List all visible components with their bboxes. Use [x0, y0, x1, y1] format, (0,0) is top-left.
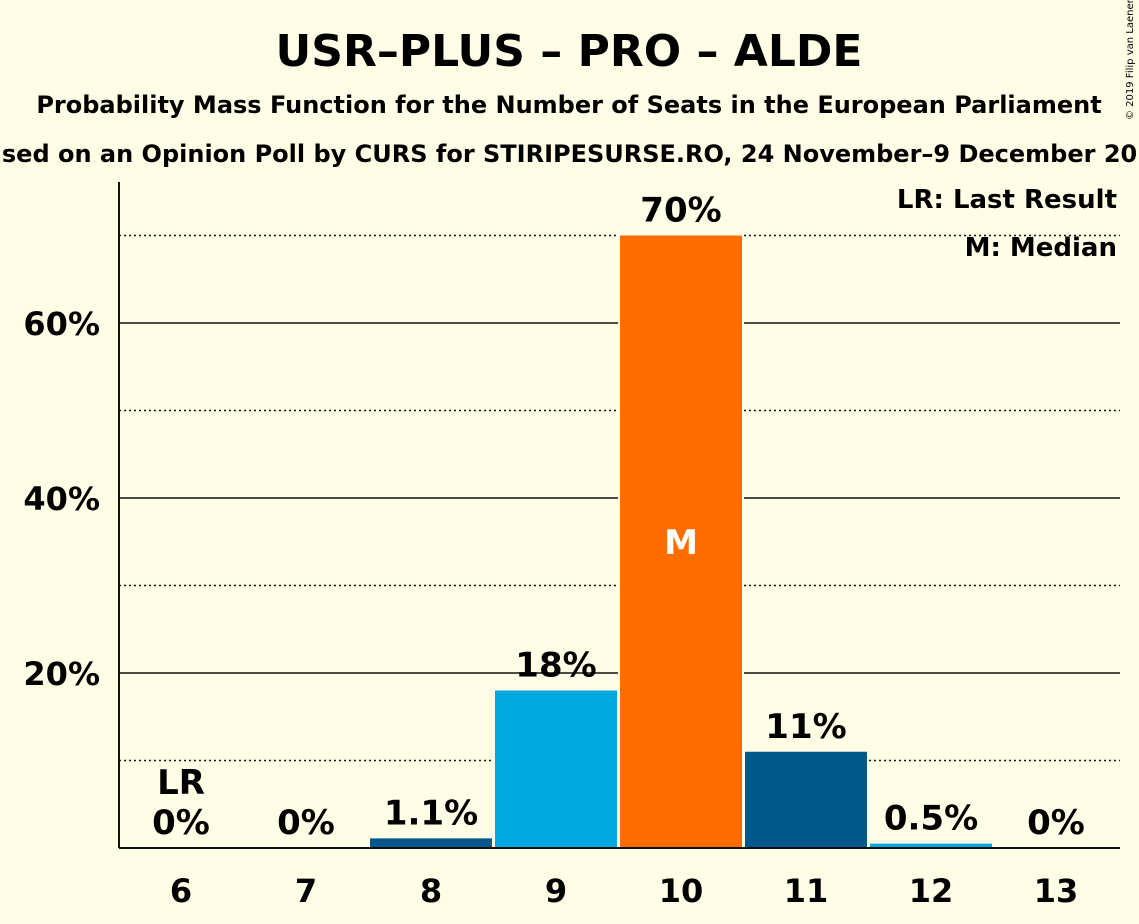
- bar-value-label: 11%: [765, 707, 846, 747]
- chart-title: USR–PLUS – PRO – ALDE: [276, 26, 863, 77]
- bar-value-label: 0%: [1027, 803, 1085, 843]
- x-tick-label: 11: [784, 872, 829, 910]
- bar: [870, 843, 992, 848]
- bar: [620, 235, 742, 848]
- last-result-marker: LR: [157, 763, 205, 803]
- copyright: © 2019 Filip van Laenen: [1125, 0, 1136, 120]
- y-tick-label: 20%: [23, 655, 100, 693]
- bar-value-label: 18%: [515, 646, 596, 686]
- bar-value-label: 0%: [152, 803, 210, 843]
- x-tick-label: 12: [909, 872, 954, 910]
- y-axis-ticks: 20% 40% 60%: [23, 305, 100, 693]
- bar-value-label: 0.5%: [884, 799, 978, 839]
- bar-labels: 0%LR0% 1.1%18%70%M11%0.5% 0%: [152, 191, 1085, 844]
- x-tick-label: 9: [545, 872, 567, 910]
- x-tick-label: 7: [295, 872, 317, 910]
- bar: [495, 690, 617, 848]
- x-tick-label: 6: [170, 872, 192, 910]
- x-tick-label: 8: [420, 872, 442, 910]
- bar: [370, 838, 492, 848]
- x-tick-label: 13: [1034, 872, 1079, 910]
- bar-value-label: 0%: [277, 803, 335, 843]
- chart-subtitle-2: Based on an Opinion Poll by CURS for STI…: [0, 140, 1139, 168]
- legend: LR: Last Result M: Median: [897, 185, 1117, 263]
- legend-entry: LR: Last Result: [897, 185, 1117, 215]
- bars: [368, 233, 994, 848]
- x-tick-label: 10: [659, 872, 704, 910]
- legend-entry: M: Median: [965, 233, 1117, 263]
- bar-value-label: 1.1%: [384, 793, 478, 833]
- y-tick-label: 60%: [23, 305, 100, 343]
- median-marker: M: [664, 523, 698, 563]
- y-tick-label: 40%: [23, 480, 100, 518]
- x-axis-ticks: 6 7 8 9 10 11 12 13: [170, 872, 1078, 910]
- bar-value-label: 70%: [640, 191, 721, 231]
- chart-subtitle: Probability Mass Function for the Number…: [36, 91, 1101, 119]
- bar: [745, 751, 867, 848]
